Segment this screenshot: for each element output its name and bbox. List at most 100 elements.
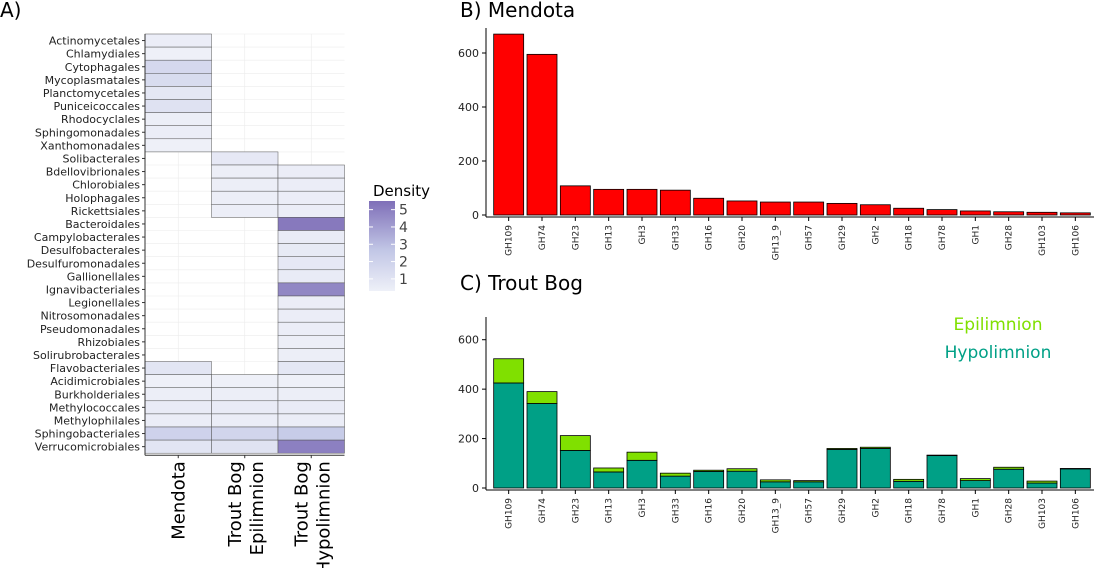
bar — [1059, 468, 1091, 470]
heatmap-row-label: Flavobacteriales — [50, 362, 140, 375]
heatmap-cell — [144, 400, 212, 415]
bar — [793, 481, 825, 489]
x-tick-label: GH13 — [605, 225, 615, 250]
x-tick-label: GH106 — [1071, 498, 1081, 529]
bar — [893, 480, 925, 489]
heatmap-cell — [144, 387, 212, 402]
x-tick-label: GH57 — [805, 225, 815, 250]
heatmap-cell — [277, 348, 345, 362]
bar — [659, 189, 691, 216]
bar — [1026, 211, 1058, 216]
legend-title: Density — [373, 182, 430, 200]
x-tick-label: GH33 — [671, 225, 681, 250]
heatmap-cell — [144, 439, 212, 454]
bar — [559, 435, 591, 451]
bar — [693, 197, 725, 216]
heatmap-row-label: Rhodocyclales — [61, 113, 140, 126]
heatmap-row-label: Burkholderiales — [54, 388, 140, 401]
bar — [1026, 482, 1058, 489]
panel-b-label: B) Mendota — [460, 0, 575, 22]
x-tick-label: GH74 — [538, 498, 548, 523]
bar — [926, 209, 958, 216]
heatmap-cell — [144, 426, 212, 441]
heatmap-cell — [144, 125, 212, 140]
bar — [926, 454, 958, 457]
bar — [1026, 480, 1058, 484]
bar — [759, 201, 791, 216]
bar — [1059, 212, 1091, 216]
heatmap-cell — [277, 164, 345, 179]
panel-a-label: A) — [0, 0, 21, 22]
bar — [493, 358, 525, 384]
y-tick-label: 600 — [458, 47, 479, 60]
heatmap-cell — [144, 99, 212, 113]
bar — [493, 382, 525, 489]
heatmap-row-label: Bdellovibrionales — [46, 166, 141, 179]
y-tick-label: 400 — [458, 383, 479, 396]
heatmap-cell — [277, 295, 345, 310]
x-tick-label: GH16 — [705, 498, 715, 523]
trout-bog-bar-chart: 0 200 400 600 GH109 GH74 GH23 GH13 GH3 GH33 GH16 GH… — [458, 317, 1094, 533]
bar — [693, 471, 725, 489]
y-tick-label: 200 — [458, 155, 479, 168]
heatmap-cell — [277, 256, 345, 271]
heatmap-row-label: Ignavibacteriales — [46, 283, 140, 296]
x-tick-label: GH74 — [538, 225, 548, 250]
y-tick-label: 0 — [472, 482, 479, 495]
heatmap-row-label: Rickettsiales — [71, 205, 140, 218]
heatmap-cell — [277, 282, 345, 297]
heatmap-cell — [277, 177, 345, 192]
x-tick-label: GH2 — [871, 498, 881, 517]
heatmap-row-label: Mycoplasmatales — [45, 74, 141, 87]
bar — [959, 210, 991, 216]
heatmap-cell — [211, 426, 279, 441]
heatmap-row-label: Solibacterales — [63, 152, 141, 165]
heatmap-cell — [211, 374, 279, 388]
bar — [659, 475, 691, 489]
bar — [593, 188, 625, 216]
heatmap-cell — [277, 269, 345, 284]
heatmap-row-label: Bacteroidales — [65, 218, 140, 231]
heatmap-row-label: Puniceicoccales — [54, 100, 141, 113]
x-tick-label: GH13_9 — [771, 225, 781, 261]
heatmap-cell — [277, 361, 345, 375]
heatmap-cell — [211, 413, 279, 428]
trout-bog-legend: Epilimnion Hypolimnion — [945, 315, 1052, 363]
bar — [493, 33, 525, 216]
density-legend: Density 12 345 — [369, 182, 430, 291]
panel-c-label: C) Trout Bog — [460, 271, 583, 295]
bar — [793, 201, 825, 216]
bar — [893, 207, 925, 216]
bar — [626, 459, 658, 489]
heatmap-row-label: Xanthomonadales — [40, 139, 140, 152]
x-tick-label: GH78 — [938, 225, 948, 250]
bar — [993, 468, 1025, 489]
heatmap-col-label: Trout BogHypolimnion — [291, 461, 334, 568]
y-tick-label: 600 — [458, 334, 479, 347]
bar — [726, 470, 758, 489]
heatmap-row-label: Planctomycetales — [43, 87, 140, 100]
bar — [526, 391, 558, 404]
heatmap-cell — [277, 426, 345, 441]
heatmap-cell — [144, 33, 212, 48]
bar — [626, 451, 658, 461]
x-tick-label: GH103 — [1038, 498, 1048, 529]
heatmap-cell — [211, 439, 279, 454]
heatmap-row-label: Verrucomicrobiales — [35, 441, 140, 454]
heatmap-row-label: Methylophilales — [54, 414, 140, 427]
heatmap-row-label: Sphingomonadales — [35, 126, 140, 139]
bar — [859, 204, 891, 216]
x-tick-label: GH29 — [838, 225, 848, 250]
heatmap-panel: ActinomycetalesChlamydialesCytophagalesM… — [27, 33, 345, 568]
heatmap-row-label: Cytophagales — [65, 61, 140, 74]
bar — [693, 469, 725, 472]
x-tick-label: GH18 — [905, 225, 915, 250]
x-tick-label: GH57 — [805, 498, 815, 523]
heatmap-cell — [144, 138, 212, 153]
bar — [893, 478, 925, 482]
bar — [993, 466, 1025, 470]
x-tick-label: GH23 — [571, 498, 581, 523]
x-tick-label: GH28 — [1005, 225, 1015, 250]
heatmap-row-label: Rhizobiales — [77, 336, 140, 349]
